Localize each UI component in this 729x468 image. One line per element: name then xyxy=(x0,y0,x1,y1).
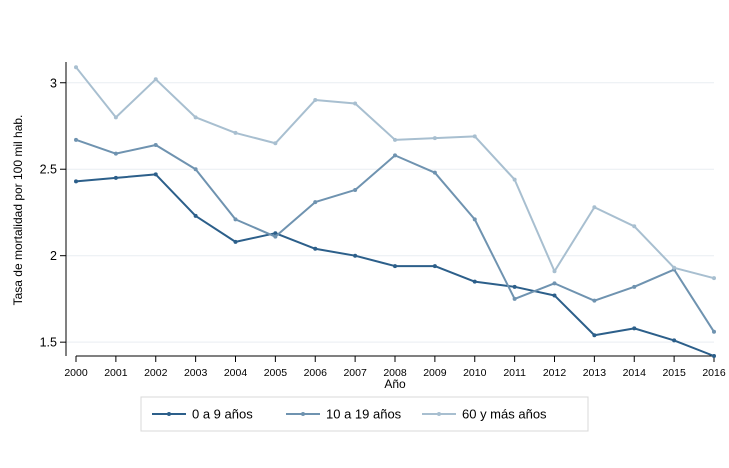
x-tick-label: 2010 xyxy=(463,367,487,379)
data-point xyxy=(74,179,78,184)
legend-item: 10 a 19 años xyxy=(286,407,402,422)
legend-label: 0 a 9 años xyxy=(192,407,253,422)
data-point xyxy=(672,338,677,343)
data-point xyxy=(233,217,238,222)
y-tick-label: 2.5 xyxy=(40,163,57,177)
data-point xyxy=(273,234,278,239)
data-point xyxy=(74,137,78,142)
data-point xyxy=(552,293,557,298)
data-point xyxy=(273,141,278,146)
data-point xyxy=(393,137,397,142)
data-point xyxy=(632,224,637,229)
y-axis-title: Tasa de mortalidad por 100 mil hab. xyxy=(11,115,25,306)
legend-label: 60 y más años xyxy=(462,407,547,422)
x-tick-label: 2008 xyxy=(383,367,407,379)
data-point xyxy=(313,98,318,103)
series-1 xyxy=(74,172,716,358)
data-point xyxy=(432,170,437,175)
data-point xyxy=(432,264,437,269)
x-tick-label: 2006 xyxy=(304,367,328,379)
data-point xyxy=(712,354,716,358)
legend-item: 0 a 9 años xyxy=(152,407,253,422)
legend-swatch-point xyxy=(301,412,305,416)
data-point xyxy=(632,326,637,331)
data-point xyxy=(353,253,358,258)
data-point xyxy=(193,213,198,218)
data-point xyxy=(672,265,677,270)
y-tick-label: 2 xyxy=(50,249,57,263)
data-point xyxy=(193,115,198,120)
data-point xyxy=(393,153,397,158)
data-point xyxy=(592,205,597,210)
data-point xyxy=(113,175,118,180)
data-point xyxy=(273,231,278,236)
data-point xyxy=(592,298,597,303)
x-tick-label: 2014 xyxy=(623,367,647,379)
data-point xyxy=(632,284,637,289)
gridlines xyxy=(66,82,714,343)
x-tick-label: 2015 xyxy=(662,367,686,379)
data-point xyxy=(313,200,318,205)
data-point xyxy=(393,264,397,269)
data-point xyxy=(233,130,238,135)
x-tick-label: 2002 xyxy=(144,367,168,379)
legend-swatch-point xyxy=(167,412,171,416)
x-tick-label: 2013 xyxy=(583,367,607,379)
y-tick-label: 3 xyxy=(50,76,57,90)
x-tick-label: 2003 xyxy=(184,367,208,379)
data-point xyxy=(592,333,597,338)
x-axis-title: Año xyxy=(384,377,406,391)
data-point xyxy=(472,217,477,222)
data-point xyxy=(712,329,716,334)
data-point xyxy=(113,115,118,120)
data-point xyxy=(472,279,477,284)
legend-item: 60 y más años xyxy=(422,407,547,422)
data-point xyxy=(472,134,477,139)
x-tick-label: 2011 xyxy=(503,367,526,379)
x-tick-label: 2000 xyxy=(64,367,88,379)
series-2 xyxy=(74,137,716,334)
data-point xyxy=(74,65,78,70)
legend: 0 a 9 años 10 a 19 años 60 y más años xyxy=(152,407,547,422)
legend-box xyxy=(140,396,589,432)
data-point xyxy=(313,246,318,251)
y-tick-label: 1.5 xyxy=(40,336,57,350)
x-tick-label: 2012 xyxy=(543,367,567,379)
x-tick-label: 2016 xyxy=(702,367,726,379)
data-point xyxy=(552,281,557,286)
x-tick-label: 2004 xyxy=(224,367,248,379)
legend-label: 10 a 19 años xyxy=(326,407,402,422)
x-tick-label: 2005 xyxy=(264,367,288,379)
series-line xyxy=(75,138,715,333)
data-point xyxy=(153,143,158,148)
data-point xyxy=(512,177,517,182)
data-point xyxy=(233,239,238,244)
x-tick-label: 2001 xyxy=(104,367,128,379)
data-point xyxy=(113,151,118,156)
series-line xyxy=(75,66,715,280)
data-point xyxy=(353,101,358,106)
data-point xyxy=(712,276,716,281)
data-point xyxy=(552,269,557,274)
x-tick-label: 2009 xyxy=(423,367,447,379)
data-point xyxy=(353,187,358,192)
data-point xyxy=(432,136,437,141)
series-lines xyxy=(74,65,716,358)
data-point xyxy=(153,77,158,82)
y-ticks: 1.5 2 2.5 3 xyxy=(40,76,66,350)
data-point xyxy=(193,167,198,172)
x-tick-label: 2007 xyxy=(343,367,367,379)
data-point xyxy=(512,296,517,301)
data-point xyxy=(153,172,158,177)
legend-swatch-point xyxy=(437,412,441,416)
series-3 xyxy=(74,65,716,281)
x-ticks: 2000 2001 2002 2003 2004 2005 2006 2007 2008 2009… xyxy=(64,356,726,379)
data-point xyxy=(512,284,517,289)
